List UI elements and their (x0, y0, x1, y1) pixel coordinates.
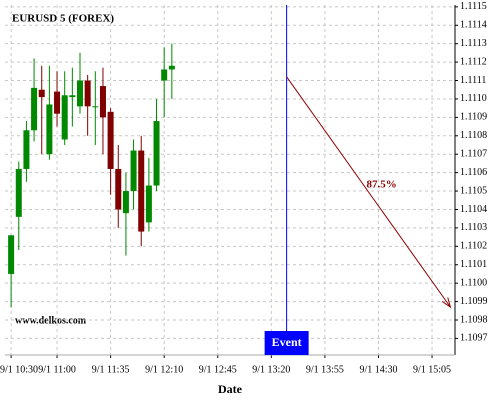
chart-title: EURUSD 5 (FOREX) (12, 13, 114, 25)
candle-body (15, 168, 22, 217)
y-tick-label: 1.1110 (460, 93, 487, 104)
forecast-arrow (286, 76, 451, 308)
candle-body (99, 86, 106, 118)
y-tick-label: 1.1101 (460, 259, 487, 270)
x-axis-label: Date (218, 382, 243, 396)
y-tick-label: 1.1102 (460, 241, 487, 252)
candle-body (92, 106, 99, 108)
x-tick-label: 9/1 15:05 (413, 364, 451, 375)
y-tick-label: 1.1100 (460, 277, 487, 288)
candle-body (168, 65, 175, 70)
y-tick-label: 1.1113 (460, 38, 487, 49)
x-tick-label: 9/1 13:55 (306, 364, 344, 375)
y-tick-label: 1.1098 (460, 314, 488, 325)
candle-body (38, 89, 45, 98)
y-tick-label: 1.1107 (460, 149, 487, 160)
candle-body (54, 91, 61, 114)
candle-body (115, 168, 122, 210)
candle-body (153, 121, 160, 186)
watermark: www.delkos.com (15, 315, 87, 326)
arrow-head (441, 297, 452, 309)
y-tick-label: 1.1105 (460, 185, 487, 196)
y-tick-label: 1.1099 (460, 296, 488, 307)
x-tick-label: 9/1 13:20 (252, 364, 290, 375)
candle-body (8, 235, 15, 274)
candle-body (77, 80, 83, 107)
candle-body (46, 104, 53, 155)
x-tick-label: 9/1 11:00 (38, 364, 76, 375)
x-tick-label: 9/1 14:30 (359, 364, 397, 375)
candle-body (23, 130, 30, 169)
candle-body (107, 111, 114, 169)
y-tick-label: 1.1111 (460, 75, 486, 86)
y-tick-label: 1.1114 (460, 20, 487, 31)
candle-body (130, 150, 137, 192)
candle-body (84, 80, 91, 107)
x-tick-label: 9/1 12:45 (199, 364, 237, 375)
candle-body (31, 87, 38, 131)
y-tick-label: 1.1097 (460, 333, 488, 344)
y-tick-label: 1.1115 (460, 1, 487, 12)
event-box (264, 331, 309, 355)
y-tick-label: 1.1108 (460, 130, 487, 141)
candle-body (145, 185, 152, 223)
y-tick-label: 1.1109 (460, 112, 487, 123)
candle-body (161, 69, 168, 81)
candle-body (122, 191, 129, 214)
candle-body (61, 95, 68, 140)
y-tick-label: 1.1104 (460, 204, 487, 215)
y-tick-label: 1.1106 (460, 167, 487, 178)
candle-body (69, 95, 76, 98)
event-label: Event (272, 335, 302, 349)
x-tick-label: 9/1 12:10 (145, 364, 183, 375)
forecast-label: 87.5% (366, 179, 396, 191)
x-tick-label: 9/1 11:35 (92, 364, 130, 375)
x-tick-label: 9/1 10:30 (0, 364, 38, 375)
y-tick-label: 1.1112 (460, 56, 487, 67)
y-tick-label: 1.1103 (460, 222, 487, 233)
candle-body (138, 150, 145, 232)
